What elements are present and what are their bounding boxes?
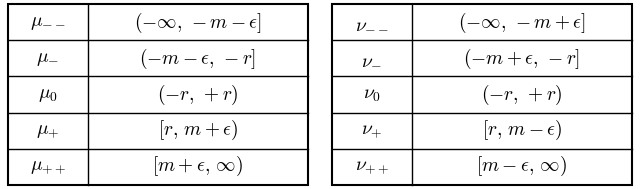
Text: $[m+\epsilon,\,\infty)$: $[m+\epsilon,\,\infty)$: [152, 155, 244, 178]
Text: $(-m+\epsilon,\,-r]$: $(-m+\epsilon,\,-r]$: [463, 46, 580, 71]
Bar: [8, 4, 308, 185]
Text: $[m-\epsilon,\,\infty)$: $[m-\epsilon,\,\infty)$: [476, 155, 568, 178]
Text: $[r,\,m-\epsilon)$: $[r,\,m-\epsilon)$: [482, 119, 562, 142]
Text: $(-r,\,+r)$: $(-r,\,+r)$: [157, 82, 239, 107]
Text: $(-m-\epsilon,\,-r]$: $(-m-\epsilon,\,-r]$: [140, 46, 257, 71]
Text: $\nu_{-}$: $\nu_{-}$: [362, 49, 383, 68]
Text: $\nu_{++}$: $\nu_{++}$: [355, 157, 389, 176]
Text: $(-\infty,\,-m-\epsilon]$: $(-\infty,\,-m-\epsilon]$: [134, 10, 262, 35]
Text: $\mu_{++}$: $\mu_{++}$: [30, 157, 66, 176]
Text: $(-\infty,\,-m+\epsilon]$: $(-\infty,\,-m+\epsilon]$: [458, 10, 586, 35]
Text: $\mu_{--}$: $\mu_{--}$: [30, 13, 66, 32]
Text: $\mu_0$: $\mu_0$: [38, 85, 58, 104]
Text: $\mu_{+}$: $\mu_{+}$: [36, 121, 60, 140]
Bar: [332, 4, 632, 185]
Text: $\nu_{+}$: $\nu_{+}$: [362, 121, 383, 140]
Text: $(-r,\,+r)$: $(-r,\,+r)$: [481, 82, 563, 107]
Text: $\nu_0$: $\nu_0$: [363, 85, 381, 104]
Text: $[r,\,m+\epsilon)$: $[r,\,m+\epsilon)$: [158, 119, 238, 142]
Text: $\mu_{-}$: $\mu_{-}$: [36, 49, 60, 68]
Text: $\nu_{--}$: $\nu_{--}$: [355, 13, 389, 32]
